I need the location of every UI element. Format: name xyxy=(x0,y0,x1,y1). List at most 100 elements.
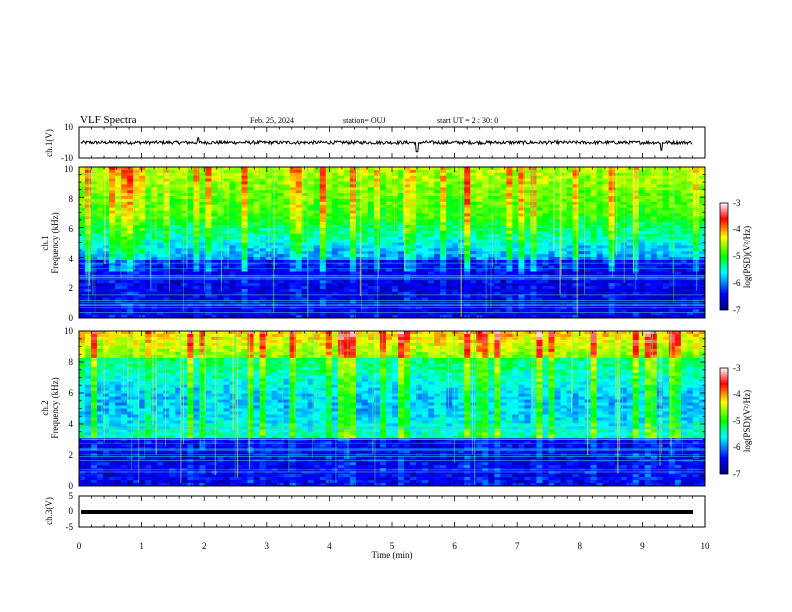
spectrogram-cell xyxy=(590,219,597,223)
spectrogram-cell xyxy=(145,178,152,182)
spectrogram-cell xyxy=(79,187,86,191)
spectrogram-cell xyxy=(464,268,471,272)
spectrogram-cell xyxy=(181,248,188,252)
spectrogram-cell xyxy=(512,286,519,290)
spectrogram-cell xyxy=(566,254,573,258)
spectrogram-cell xyxy=(295,271,303,275)
spectrogram-cell xyxy=(476,213,483,217)
spectrogram-cell xyxy=(692,213,700,217)
spectrogram-cell xyxy=(470,265,477,269)
spectrogram-cell xyxy=(488,184,495,188)
spectrogram-cell xyxy=(121,265,128,269)
spectrogram-cell xyxy=(470,248,477,252)
spectrogram-cell xyxy=(410,251,417,255)
spectrogram-cell xyxy=(632,187,640,191)
spectrogram-cell xyxy=(319,230,327,235)
spectrogram-cell xyxy=(247,230,254,235)
spectrogram-cell xyxy=(247,181,254,185)
spectrogram-cell xyxy=(241,230,248,235)
spectrogram-cell xyxy=(530,201,537,206)
spectrogram-cell xyxy=(379,172,387,177)
spectrogram-cell xyxy=(692,225,700,229)
spectrogram-cell xyxy=(313,271,321,275)
spectrogram-cell xyxy=(217,201,224,206)
spectrogram-cell xyxy=(398,297,405,301)
spectrogram-cell xyxy=(349,257,357,261)
spectrogram-cell xyxy=(139,216,146,220)
spectrogram-cell xyxy=(343,288,351,293)
spectrogram-cell xyxy=(590,297,597,301)
spectrogram-cell xyxy=(121,219,128,223)
spectrogram-cell xyxy=(398,196,405,200)
spectrogram-cell xyxy=(283,286,290,290)
spectrogram-cell xyxy=(331,222,339,226)
spectrogram-cell xyxy=(211,268,218,272)
spectrogram-cell xyxy=(524,262,531,267)
spectrogram-cell xyxy=(584,291,591,296)
spectrogram-cell xyxy=(367,242,375,246)
spectrogram-cell xyxy=(91,257,98,261)
spectrogram-cell xyxy=(361,248,369,252)
spectrogram-cell xyxy=(680,219,688,223)
spectrogram-cell xyxy=(187,193,194,197)
spectrogram-cell xyxy=(109,219,116,223)
spectrogram-cell xyxy=(536,190,543,194)
spectrogram-cell xyxy=(434,207,441,211)
spectrogram-cell xyxy=(638,222,646,226)
spectrogram-cell xyxy=(181,297,188,301)
spectrogram-cell xyxy=(674,248,682,252)
spectrogram-cell xyxy=(506,216,513,220)
spectrogram-cell xyxy=(325,210,333,214)
spectrogram-cell xyxy=(133,196,140,200)
spectrogram-cell xyxy=(85,169,92,174)
spectrogram-cell xyxy=(512,207,519,211)
spectrogram-cell xyxy=(650,184,658,188)
spectrogram-cell xyxy=(181,190,188,194)
spectrogram-cell xyxy=(488,169,495,174)
spectrogram-cell xyxy=(650,265,658,269)
spectrogram-cell xyxy=(434,254,441,258)
spectrogram-cell xyxy=(385,184,393,188)
spectrogram-cell xyxy=(181,172,188,177)
spectrogram-cell xyxy=(578,187,585,191)
spectrogram-cell xyxy=(157,213,164,217)
spectrogram-cell xyxy=(590,242,597,246)
spectrogram-cell xyxy=(265,288,272,293)
spectrogram-cell xyxy=(85,233,92,237)
spectrogram-cell xyxy=(301,291,309,296)
spectrogram-cell xyxy=(223,219,230,223)
spectrogram-cell xyxy=(572,262,579,267)
spectrogram-cell xyxy=(644,230,652,235)
spectrogram-cell xyxy=(211,233,218,237)
spectrogram-cell xyxy=(313,286,321,290)
spectrogram-cell xyxy=(428,233,435,237)
spectrogram-cell xyxy=(638,167,646,171)
spectrogram-cell xyxy=(289,181,296,185)
spectrogram-cell xyxy=(109,178,116,182)
spectrogram-cell xyxy=(482,259,489,264)
spectrogram-cell xyxy=(199,169,206,174)
spectrogram-cell xyxy=(205,254,212,258)
spectrogram-cell xyxy=(289,198,296,203)
spectrogram-cell xyxy=(151,169,158,174)
spectrogram-cell xyxy=(524,227,531,232)
spectrogram-cell xyxy=(277,222,284,226)
spectrogram-cell xyxy=(596,230,603,235)
spectrogram-cell xyxy=(187,233,194,237)
spectrogram-cell xyxy=(500,219,507,223)
spectrogram-cell xyxy=(638,210,646,214)
spectrogram-cell xyxy=(512,187,519,191)
spectrogram-cell xyxy=(187,294,194,298)
spectrogram-cell xyxy=(289,245,296,249)
spectrogram-cell xyxy=(97,283,104,287)
spectrogram-cell xyxy=(674,198,682,203)
spectrogram-cell xyxy=(127,198,134,203)
spectrogram-cell xyxy=(121,210,128,214)
spectrogram-cell xyxy=(656,268,664,272)
spectrogram-cell xyxy=(187,204,194,208)
spectrogram-cell xyxy=(79,172,86,177)
spectrogram-cell xyxy=(488,265,495,269)
spectrogram-cell xyxy=(686,178,694,182)
spectrogram-cell xyxy=(608,167,616,171)
spectrogram-cell xyxy=(602,286,609,290)
